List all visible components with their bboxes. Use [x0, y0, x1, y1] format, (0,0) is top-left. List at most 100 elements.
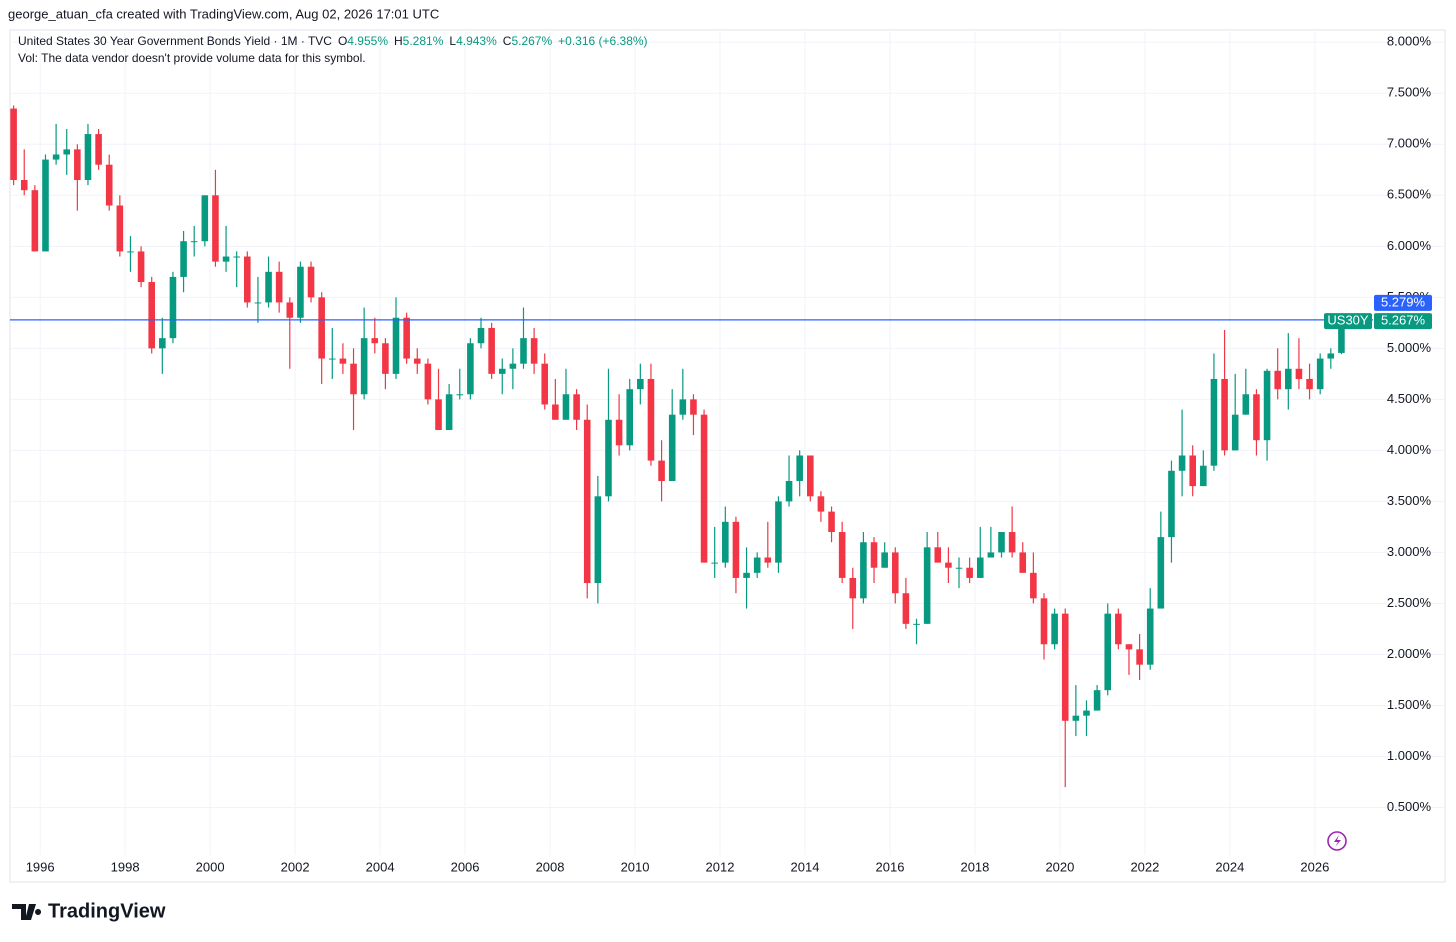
- symbol-label-bg: [1324, 313, 1372, 330]
- candle-body: [838, 532, 846, 578]
- candle-body: [159, 338, 166, 349]
- candle-body: [52, 154, 60, 160]
- x-tick-label: 2010: [621, 859, 650, 874]
- candle-body: [1125, 644, 1133, 650]
- y-tick-label: 3.500%: [1387, 493, 1432, 508]
- legend-key: O: [338, 34, 347, 48]
- lightning-icon: [1327, 831, 1347, 851]
- candle-body: [10, 108, 17, 180]
- candle-body: [605, 419, 612, 497]
- candle-body: [1295, 368, 1303, 379]
- candle-body: [1072, 715, 1080, 721]
- x-tick-label: 2014: [791, 859, 820, 874]
- candle-body: [955, 567, 963, 569]
- candle-body: [403, 317, 410, 359]
- brand: TradingView: [48, 900, 166, 922]
- candle-body: [435, 399, 442, 430]
- candle-body: [1019, 552, 1027, 573]
- candle-body: [201, 195, 209, 242]
- candle-body: [63, 149, 71, 155]
- candle-body: [467, 343, 474, 395]
- candle-body: [127, 251, 134, 253]
- candle-body: [1189, 455, 1196, 487]
- candle-body: [477, 327, 485, 344]
- candle-body: [328, 358, 336, 360]
- candle-body: [307, 266, 315, 298]
- candle-body: [785, 480, 793, 502]
- candle-body: [1263, 370, 1271, 441]
- grid: [10, 30, 1445, 855]
- candle-body: [1157, 537, 1165, 609]
- candle-body: [520, 338, 527, 364]
- candle-body: [860, 542, 867, 599]
- y-tick-label: 6.500%: [1387, 187, 1432, 202]
- candle-body: [148, 282, 155, 349]
- candle-body: [233, 256, 240, 258]
- brand-logo: [12, 904, 42, 920]
- close-label-bg: [1374, 313, 1432, 330]
- legend: United States 30 Year Government Bonds Y…: [18, 34, 648, 48]
- candle-body: [987, 552, 995, 558]
- price-label: 5.279%: [1381, 294, 1426, 309]
- candle-body: [966, 567, 973, 578]
- candle-body: [594, 496, 602, 584]
- candle-body: [913, 623, 920, 625]
- x-tick-label: 2022: [1130, 859, 1159, 874]
- candle-body: [456, 394, 464, 396]
- candle-body: [445, 394, 453, 430]
- candle-body: [413, 358, 421, 364]
- candle-body: [244, 256, 251, 303]
- x-tick-label: 2012: [706, 859, 735, 874]
- candle-body: [1030, 572, 1037, 599]
- candle-body: [807, 455, 814, 497]
- volume-note: Vol: The data vendor doesn't provide vol…: [18, 51, 366, 65]
- candle-body: [1093, 690, 1101, 711]
- candle-body: [647, 378, 655, 461]
- candle-body: [934, 547, 942, 563]
- candle-body: [753, 557, 761, 573]
- y-tick-label: 7.000%: [1387, 136, 1432, 151]
- candle-body: [1083, 710, 1090, 716]
- y-tick-label: 5.000%: [1387, 340, 1432, 355]
- x-tick-label: 2002: [281, 859, 310, 874]
- y-tick-label: 2.000%: [1387, 646, 1432, 661]
- candle-body: [212, 195, 219, 262]
- candle-body: [1316, 358, 1324, 390]
- candle-body: [870, 542, 878, 568]
- credit: george_atuan_cfa created with TradingVie…: [8, 6, 439, 21]
- y-tick-label: 6.000%: [1387, 238, 1432, 253]
- candle-body: [31, 190, 39, 252]
- candle-body: [732, 521, 740, 578]
- candle-body: [541, 363, 549, 405]
- x-tick-label: 2004: [366, 859, 395, 874]
- candle-body: [1327, 353, 1335, 359]
- candle-body: [976, 557, 984, 578]
- legend-title: United States 30 Year Government Bonds Y…: [18, 34, 332, 48]
- candle-body: [1242, 394, 1250, 415]
- candle-body: [339, 358, 347, 364]
- candle-body: [658, 460, 665, 481]
- candle-body: [382, 343, 389, 374]
- candle-body: [509, 363, 517, 369]
- candle-body: [562, 394, 570, 420]
- candle-body: [488, 327, 495, 374]
- x-tick-label: 1998: [111, 859, 140, 874]
- y-tick-label: 0.500%: [1387, 799, 1432, 814]
- candle-body: [1221, 378, 1228, 451]
- candle-body: [764, 557, 772, 563]
- chart-frame: [9, 29, 1446, 883]
- candle-body: [74, 149, 81, 180]
- candle-body: [668, 414, 676, 481]
- candle-body: [1168, 470, 1175, 538]
- candle-body: [137, 251, 145, 283]
- candle-body: [743, 572, 750, 578]
- candle-body: [1285, 368, 1292, 390]
- close-label: 5.267%: [1381, 313, 1426, 328]
- candle-body: [923, 547, 931, 624]
- candle-body: [1040, 598, 1048, 645]
- candle-body: [95, 134, 102, 165]
- candle-body: [1253, 394, 1260, 441]
- y-tick-label: 1.000%: [1387, 748, 1432, 763]
